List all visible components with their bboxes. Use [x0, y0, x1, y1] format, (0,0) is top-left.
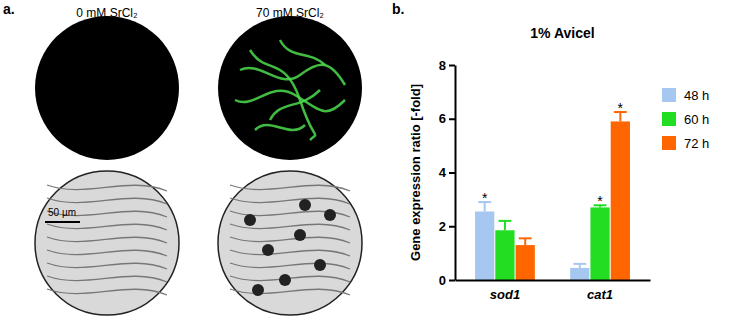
error-bar-cap	[573, 263, 586, 265]
bar	[475, 211, 494, 280]
y-tick-mark	[449, 65, 455, 67]
hyphae	[47, 237, 167, 243]
micrograph	[35, 16, 179, 160]
significance-marker: *	[618, 100, 624, 116]
y-tick: 2	[439, 219, 455, 234]
x-tick-label: sod1	[490, 287, 520, 302]
micrograph-brightfield	[35, 171, 362, 315]
hyphae	[230, 250, 350, 256]
x-tick: sod1	[490, 280, 520, 302]
hyphae	[47, 276, 167, 282]
hyphae	[47, 289, 167, 295]
error-bar	[499, 221, 512, 230]
significance-marker: *	[597, 193, 603, 209]
hyphae	[230, 237, 350, 243]
micrograph	[218, 16, 362, 160]
hyphae-fluorescence	[235, 91, 345, 111]
hyphae-fluorescence	[255, 125, 305, 130]
y-tick-mark	[449, 226, 455, 228]
y-axis: 0 2 4 6 8	[439, 58, 456, 288]
y-tick-label: 8	[439, 58, 446, 73]
x-axis-line	[456, 280, 651, 282]
hyphae-fluorescence	[250, 50, 315, 140]
x-tick: cat1	[587, 280, 613, 302]
legend-label: 72 h	[684, 136, 709, 151]
scale-bar	[45, 221, 80, 223]
spore	[262, 244, 274, 256]
hyphae-fluorescence	[270, 90, 320, 120]
panel-label: a.	[3, 1, 15, 17]
hyphae	[47, 198, 167, 204]
hyphae-fluorescence	[280, 40, 325, 65]
y-tick: 0	[439, 273, 455, 288]
legend-item: 60 h	[662, 112, 709, 127]
x-axis: sod1 cat1	[456, 280, 651, 302]
error-bar	[573, 264, 586, 268]
plot-area	[475, 112, 630, 280]
error-bar-cap	[499, 220, 512, 222]
bar	[590, 207, 609, 280]
hyphae	[47, 250, 167, 256]
legend-item: 72 h	[662, 136, 709, 151]
micrograph	[218, 171, 362, 315]
micrograph	[35, 171, 179, 315]
y-tick-label: 6	[439, 111, 446, 126]
spore	[244, 214, 256, 226]
y-tick-mark	[449, 280, 455, 282]
y-axis-title: Gene expression ratio [-fold]	[408, 84, 423, 261]
significance-marker: *	[482, 190, 488, 206]
annotations: * * *	[482, 100, 624, 209]
legend-item: 48 h	[662, 88, 709, 103]
y-tick-label: 0	[439, 273, 446, 288]
error-bar-line	[504, 221, 506, 230]
spore	[314, 259, 326, 271]
hyphae	[47, 263, 167, 269]
y-tick-mark	[449, 118, 455, 120]
scale-bar-label: 50 µm	[48, 207, 76, 218]
bar	[570, 268, 589, 280]
figure: a.b.0 mM SrCl₂70 mM SrCl₂50 µm1% AvicelG…	[0, 0, 743, 326]
hyphae	[47, 185, 167, 191]
error-bar-cap	[519, 237, 532, 239]
hyphae	[230, 185, 350, 191]
x-tick-label: cat1	[587, 287, 613, 302]
y-tick: 6	[439, 111, 455, 126]
micrograph-fluorescence	[35, 16, 362, 160]
error-bar	[519, 238, 532, 245]
spore	[324, 209, 336, 221]
hyphae	[230, 198, 350, 204]
legend-label: 48 h	[684, 88, 709, 103]
legend: 48 h 60 h 72 h	[662, 88, 709, 151]
hyphae	[230, 263, 350, 269]
bar	[516, 245, 535, 280]
y-tick-mark	[449, 172, 455, 174]
error-bar-line	[524, 238, 526, 245]
spore	[279, 274, 291, 286]
y-tick: 8	[439, 58, 455, 73]
spore	[294, 229, 306, 241]
spore	[299, 199, 311, 211]
y-tick-label: 4	[439, 165, 447, 180]
hyphae	[47, 224, 167, 230]
legend-swatch	[662, 88, 676, 102]
chart-title: 1% Avicel	[530, 25, 594, 41]
legend-swatch	[662, 112, 676, 126]
bar	[611, 121, 630, 280]
hyphae	[230, 289, 350, 295]
y-tick: 4	[439, 165, 455, 180]
bar	[495, 230, 514, 280]
legend-swatch	[662, 136, 676, 150]
panel-label: b.	[392, 1, 404, 17]
y-tick-label: 2	[439, 219, 446, 234]
legend-label: 60 h	[684, 112, 709, 127]
spore	[252, 284, 264, 296]
